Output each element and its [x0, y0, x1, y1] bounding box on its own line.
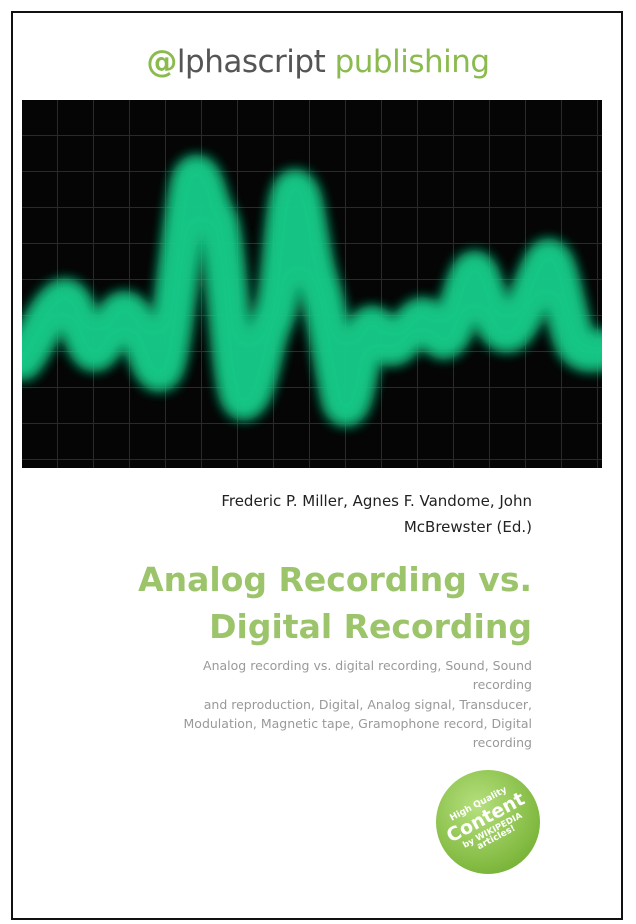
subtitle-line: Modulation, Magnetic tape, Gramophone re… — [184, 716, 532, 731]
page: {"publisher": {"mark": "@", "name": "lph… — [0, 0, 636, 924]
publisher-logo: @lphascript publishing — [0, 44, 636, 80]
book-title: Analog Recording vs. — [138, 560, 532, 599]
subtitle-line: Analog recording vs. digital recording, … — [203, 658, 532, 673]
logo-mark: @ — [146, 44, 177, 80]
logo-imprint: publishing — [335, 44, 490, 80]
quality-badge: High Quality Content by WIKIPEDIA articl… — [436, 770, 540, 874]
book-title: Digital Recording — [209, 607, 532, 646]
author-line: McBrewster (Ed.) — [404, 518, 532, 536]
author-line: Frederic P. Miller, Agnes F. Vandome, Jo… — [221, 492, 532, 510]
cover-image — [22, 100, 602, 468]
subtitle-line: and reproduction, Digital, Analog signal… — [204, 697, 532, 712]
subtitle-line: recording — [473, 735, 532, 750]
logo-name: lphascript — [177, 44, 325, 80]
subtitle-line: recording — [473, 677, 532, 692]
